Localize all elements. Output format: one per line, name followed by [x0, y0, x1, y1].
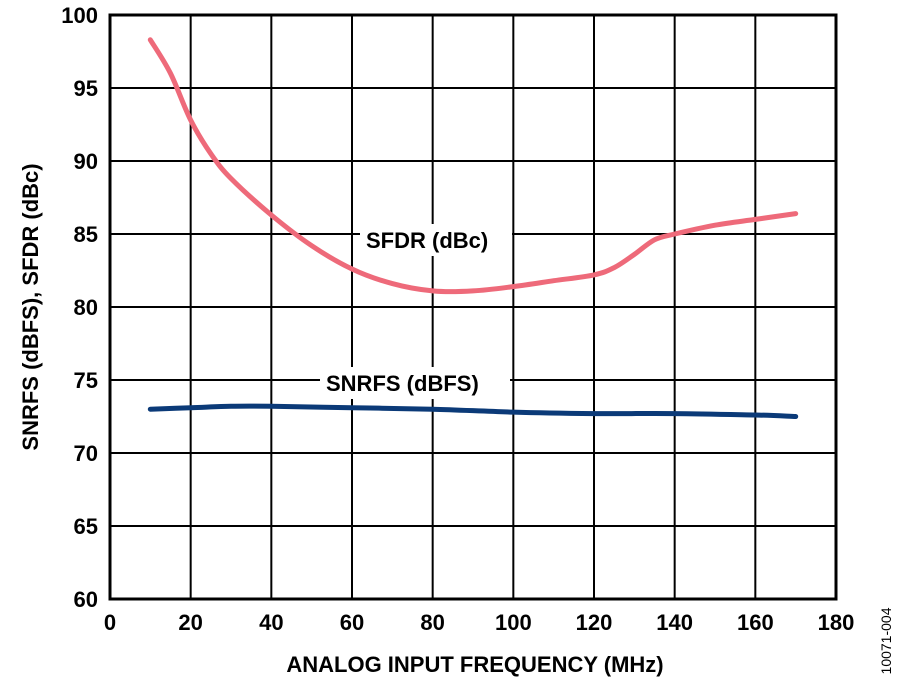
grid-lines: [109, 14, 837, 600]
series-label-snrfs: SNRFS (dBFS): [326, 371, 479, 396]
y-tick-label: 70: [74, 441, 98, 466]
snrfs-label-background: [320, 367, 510, 399]
x-tick-label: 40: [259, 610, 283, 635]
series-line-sfdr: [147, 37, 799, 295]
x-tick-label: 120: [576, 610, 613, 635]
y-tick-label: 60: [74, 587, 98, 612]
x-tick-label: 140: [656, 610, 693, 635]
x-tick-label: 80: [420, 610, 444, 635]
series-line-snrfs: [147, 403, 799, 419]
y-tick-labels: 60 65 70 75 80 85 90 95 100: [61, 3, 98, 612]
x-tick-label: 160: [737, 610, 774, 635]
y-tick-label: 65: [74, 514, 98, 539]
y-tick-label: 80: [74, 295, 98, 320]
x-tick-label: 60: [340, 610, 364, 635]
y-tick-label: 95: [74, 76, 98, 101]
figure-id: 10071-004: [878, 607, 894, 674]
series-lines: [147, 37, 799, 419]
x-axis-title: ANALOG INPUT FREQUENCY (MHz): [286, 652, 663, 677]
plot-frame: [108, 13, 838, 601]
y-tick-label: 100: [61, 3, 98, 28]
y-tick-label: 75: [74, 368, 98, 393]
x-tick-label: 20: [178, 610, 202, 635]
series-label-sfdr: SFDR (dBc): [366, 228, 488, 253]
x-tick-label: 100: [495, 610, 532, 635]
y-tick-label: 90: [74, 149, 98, 174]
x-tick-labels: 0 20 40 60 80 100 120 140 160 180: [104, 610, 854, 635]
x-tick-label: 0: [104, 610, 116, 635]
y-axis-title: SNRFS (dBFS), SFDR (dBc): [18, 163, 43, 450]
y-tick-label: 85: [74, 222, 98, 247]
x-tick-label: 180: [818, 610, 855, 635]
sfdr-label-background: [360, 224, 512, 256]
